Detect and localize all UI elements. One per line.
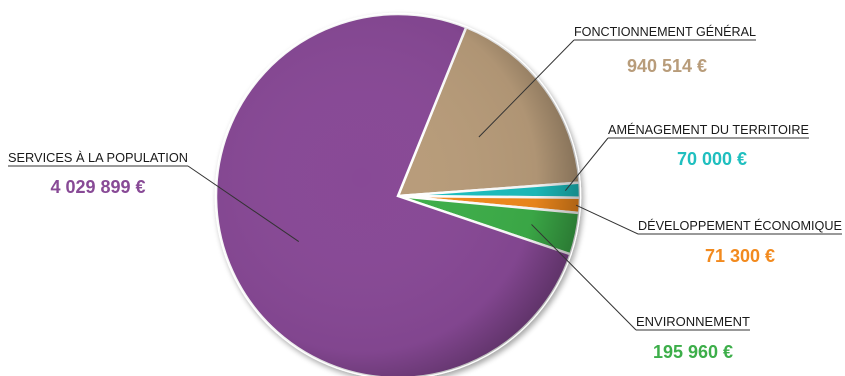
leader-line-3 bbox=[531, 224, 637, 331]
slice-name-label-1: AMÉNAGEMENT DU TERRITOIRE bbox=[608, 122, 809, 137]
slice-labels: FONCTIONNEMENT GÉNÉRAL 940 514 € AMÉNAGEME… bbox=[8, 24, 842, 362]
pie-slices bbox=[214, 12, 582, 376]
leader-line-4 bbox=[187, 165, 300, 242]
leader-line-0 bbox=[478, 39, 575, 138]
slice-name-label-3: ENVIRONNEMENT bbox=[636, 314, 750, 329]
slice-value-label-3: 195 960 € bbox=[653, 342, 733, 362]
slice-value-label-0: 940 514 € bbox=[627, 56, 707, 76]
slice-name-label-0: FONCTIONNEMENT GÉNÉRAL bbox=[574, 24, 756, 39]
slice-value-label-1: 70 000 € bbox=[677, 149, 747, 169]
slice-value-label-2: 71 300 € bbox=[705, 246, 775, 266]
leader-lines bbox=[8, 39, 842, 331]
slice-name-label-2: DÉVELOPPEMENT ÉCONOMIQUE bbox=[638, 218, 842, 233]
leader-line-1 bbox=[564, 137, 609, 191]
slice-value-label-4: 4 029 899 € bbox=[50, 177, 145, 197]
slice-name-label-4: SERVICES À LA POPULATION bbox=[8, 150, 188, 165]
leader-line-2 bbox=[575, 204, 639, 235]
